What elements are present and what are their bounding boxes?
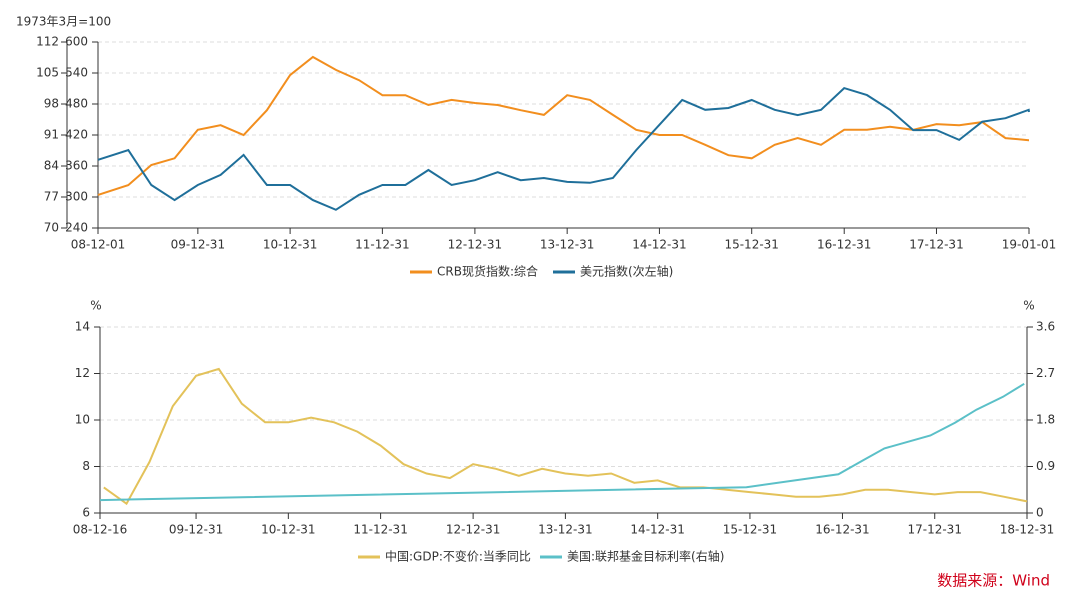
y-tick-label: 10 xyxy=(75,413,90,427)
legend-label: 中国:GDP:不变价:当季同比 xyxy=(385,549,531,564)
y-tick-label: 480 xyxy=(65,97,88,111)
y2-tick-label: 98 xyxy=(44,97,59,111)
x-tick-label: 12-12-31 xyxy=(448,238,502,252)
x-tick-label: 09-12-31 xyxy=(169,523,223,537)
x-tick-label: 08-12-01 xyxy=(71,238,125,252)
y-tick-label: 12 xyxy=(75,366,90,380)
y2-tick-label: 0 xyxy=(1036,506,1044,520)
y-tick-label: 240 xyxy=(65,221,88,235)
y-tick-label: 360 xyxy=(65,159,88,173)
x-tick-label: 11-12-31 xyxy=(353,523,407,537)
legend-label: 美国:联邦基金目标利率(右轴) xyxy=(567,549,724,564)
x-tick-label: 19-01-01 xyxy=(1002,238,1056,252)
y-tick-label: 300 xyxy=(65,190,88,204)
x-tick-label: 08-12-16 xyxy=(73,523,127,537)
series-line xyxy=(97,86,1030,211)
x-tick-label: 16-12-31 xyxy=(815,523,869,537)
source: 数据来源：Wind xyxy=(937,572,1050,590)
x-tick-label: 14-12-31 xyxy=(630,523,684,537)
y2-tick-label: 105 xyxy=(36,66,59,80)
y2-tick-label: 3.6 xyxy=(1036,320,1055,334)
x-tick-label: 17-12-31 xyxy=(907,523,961,537)
y-tick-label: 420 xyxy=(65,128,88,142)
y2-tick-label: 70 xyxy=(44,221,59,235)
y-tick-label: 600 xyxy=(65,35,88,49)
x-tick-label: 18-12-31 xyxy=(1000,523,1054,537)
y2-tick-label: 1.8 xyxy=(1036,413,1055,427)
x-tick-label: 11-12-31 xyxy=(355,238,409,252)
y2-tick-label: 2.7 xyxy=(1036,366,1055,380)
y2-label: % xyxy=(1023,299,1034,313)
y-tick-label: 14 xyxy=(75,320,90,334)
x-tick-label: 17-12-31 xyxy=(909,238,963,252)
x-tick-label: 13-12-31 xyxy=(538,523,592,537)
x-tick-label: 12-12-31 xyxy=(446,523,500,537)
y2-tick-label: 0.9 xyxy=(1036,459,1055,473)
x-tick-label: 10-12-31 xyxy=(263,238,317,252)
series-line xyxy=(99,382,1025,502)
legend-label: 美元指数(次左轴) xyxy=(580,264,673,279)
x-tick-label: 16-12-31 xyxy=(817,238,871,252)
series-line xyxy=(97,55,1029,196)
series-line xyxy=(103,367,1028,506)
x-tick-label: 15-12-31 xyxy=(724,238,778,252)
y-tick-label: 540 xyxy=(65,66,88,80)
x-tick-label: 09-12-31 xyxy=(171,238,225,252)
x-tick-label: 15-12-31 xyxy=(723,523,777,537)
y-label: % xyxy=(90,299,101,313)
y2-tick-label: 84 xyxy=(44,159,59,173)
y2-tick-label: 91 xyxy=(44,128,59,142)
y-tick-label: 8 xyxy=(82,459,90,473)
x-tick-label: 10-12-31 xyxy=(261,523,315,537)
y-tick-label: 6 xyxy=(82,506,90,520)
unit-label: 1973年3月=100 xyxy=(16,15,111,29)
x-tick-label: 13-12-31 xyxy=(540,238,594,252)
y2-tick-label: 112 xyxy=(36,35,59,49)
x-tick-label: 14-12-31 xyxy=(632,238,686,252)
y2-tick-label: 77 xyxy=(44,190,59,204)
legend-label: CRB现货指数:综合 xyxy=(437,264,538,279)
